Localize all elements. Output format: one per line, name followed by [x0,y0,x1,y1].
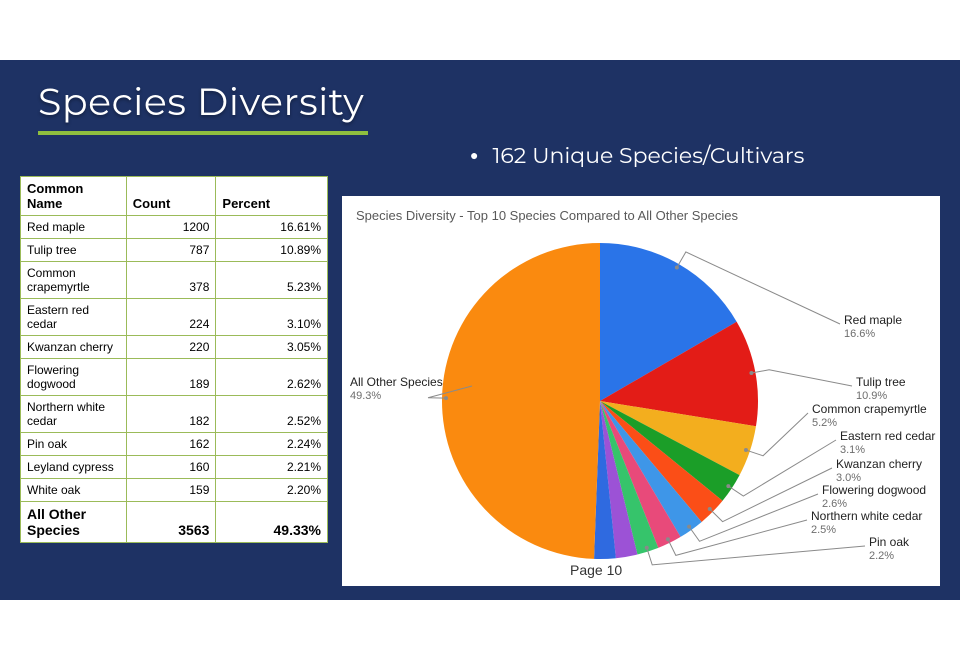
table-cell: Common crapemyrtle [21,262,127,299]
table-cell: 787 [126,239,216,262]
table-cell: Eastern red cedar [21,299,127,336]
title-underline [38,131,368,135]
table-cell: 49.33% [216,502,328,543]
slice-pct: 5.2% [812,417,837,429]
summary-bullet: 162 Unique Species/Cultivars [470,142,804,169]
slice-pct: 2.5% [811,524,836,536]
table-row: Leyland cypress1602.21% [21,456,328,479]
page-title: Species Diversity [38,78,368,125]
col-percent: Percent [216,177,328,216]
table-cell: 378 [126,262,216,299]
table-row: Red maple120016.61% [21,216,328,239]
slice-pct: 16.6% [844,328,875,340]
slice-label: Tulip tree [856,375,906,389]
table-row: White oak1592.20% [21,479,328,502]
table-cell: 5.23% [216,262,328,299]
table-cell: Leyland cypress [21,456,127,479]
leader-line [751,370,852,386]
slice-label: Northern white cedar [811,509,922,523]
table-cell: 3563 [126,502,216,543]
col-common-name: Common Name [21,177,127,216]
table-cell: 1200 [126,216,216,239]
slice-label: Red maple [844,313,902,327]
slice-label: Kwanzan cherry [836,457,922,471]
slice-pct: 10.9% [856,390,887,402]
table-cell: 182 [126,396,216,433]
slice-label: Pin oak [869,535,910,549]
table-cell: All Other Species [21,502,127,543]
table-row: Eastern red cedar2243.10% [21,299,328,336]
table-cell: 3.10% [216,299,328,336]
table-cell: 2.21% [216,456,328,479]
table-cell: Northern white cedar [21,396,127,433]
slice-label: Eastern red cedar [840,429,935,443]
table-cell: 224 [126,299,216,336]
table-row: Tulip tree78710.89% [21,239,328,262]
table-cell: 3.05% [216,336,328,359]
leader-line [647,546,865,565]
slide-background: Species Diversity 162 Unique Species/Cul… [0,60,960,600]
slice-label: All Other Species [350,375,443,389]
table-row: Flowering dogwood1892.62% [21,359,328,396]
species-table: Common Name Count Percent Red maple12001… [20,176,328,543]
table-total-row: All Other Species356349.33% [21,502,328,543]
table-row: Northern white cedar1822.52% [21,396,328,433]
table-cell: 16.61% [216,216,328,239]
table-cell: Flowering dogwood [21,359,127,396]
pie-slice [442,243,600,559]
table-cell: 162 [126,433,216,456]
slice-pct: 3.1% [840,444,865,456]
table-cell: 2.62% [216,359,328,396]
table-cell: 2.52% [216,396,328,433]
slice-label: Common crapemyrtle [812,402,927,416]
table-cell: 159 [126,479,216,502]
table-cell: 160 [126,456,216,479]
col-count: Count [126,177,216,216]
table-cell: Pin oak [21,433,127,456]
table-row: Pin oak1622.24% [21,433,328,456]
table-cell: 220 [126,336,216,359]
table-header-row: Common Name Count Percent [21,177,328,216]
table-cell: 189 [126,359,216,396]
table-row: Common crapemyrtle3785.23% [21,262,328,299]
title-block: Species Diversity [38,78,368,135]
table-cell: White oak [21,479,127,502]
pie-chart: Red maple16.6% Tulip tree10.9%Common crap… [342,196,940,586]
pie-chart-panel: Species Diversity - Top 10 Species Compa… [342,196,940,586]
table-cell: Tulip tree [21,239,127,262]
table-row: Kwanzan cherry2203.05% [21,336,328,359]
page-number: Page 10 [570,562,622,578]
slice-pct: 2.2% [869,550,894,562]
table-cell: Kwanzan cherry [21,336,127,359]
table-cell: 10.89% [216,239,328,262]
table-cell: 2.24% [216,433,328,456]
slice-pct: 49.3% [350,390,381,402]
slice-label: Flowering dogwood [822,483,926,497]
table-cell: 2.20% [216,479,328,502]
table-cell: Red maple [21,216,127,239]
